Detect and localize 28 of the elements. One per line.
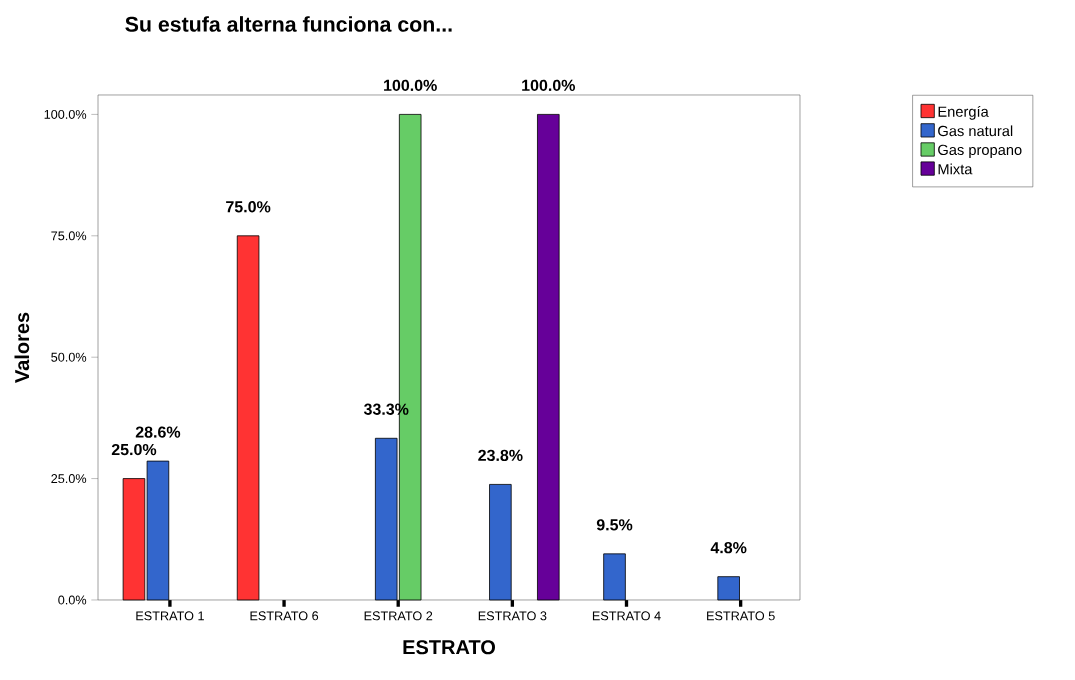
x-tick-label: ESTRATO 1 bbox=[136, 611, 204, 621]
legend-label: Energía bbox=[938, 105, 989, 120]
y-tick-label: 0.0% bbox=[58, 595, 87, 605]
legend-label: Mixta bbox=[938, 163, 973, 175]
data-label: 75.0% bbox=[226, 201, 271, 213]
y-axis-title: Valores bbox=[14, 312, 30, 383]
y-tick-label: 100.0% bbox=[44, 109, 87, 119]
x-tick-label: ESTRATO 2 bbox=[364, 611, 433, 621]
chart-title: Su estufa alterna funciona con... bbox=[125, 16, 452, 32]
y-tick-label: 25.0% bbox=[51, 474, 87, 484]
data-label: 4.8% bbox=[710, 541, 747, 554]
x-tick-label: ESTRATO 3 bbox=[478, 611, 547, 621]
y-tick-label: 75.0% bbox=[51, 231, 87, 241]
legend-label: Gas propano bbox=[938, 144, 1022, 158]
data-label: 9.5% bbox=[596, 519, 633, 531]
legend-label: Gas natural bbox=[938, 125, 1013, 137]
data-label: 100.0% bbox=[384, 79, 437, 92]
data-label: 100.0% bbox=[522, 79, 576, 92]
y-tick-label: 50.0% bbox=[51, 352, 87, 362]
x-tick-label: ESTRATO 6 bbox=[250, 611, 319, 621]
bar bbox=[537, 114, 560, 601]
x-tick-label: ESTRATO 4 bbox=[592, 611, 661, 621]
x-tick-label: ESTRATO 5 bbox=[707, 611, 775, 621]
data-label: 23.8% bbox=[478, 449, 523, 462]
bar bbox=[236, 235, 260, 601]
x-axis-title: ESTRATO bbox=[403, 640, 496, 655]
data-label: 25.0% bbox=[111, 443, 157, 456]
data-label: 28.6% bbox=[135, 426, 181, 438]
